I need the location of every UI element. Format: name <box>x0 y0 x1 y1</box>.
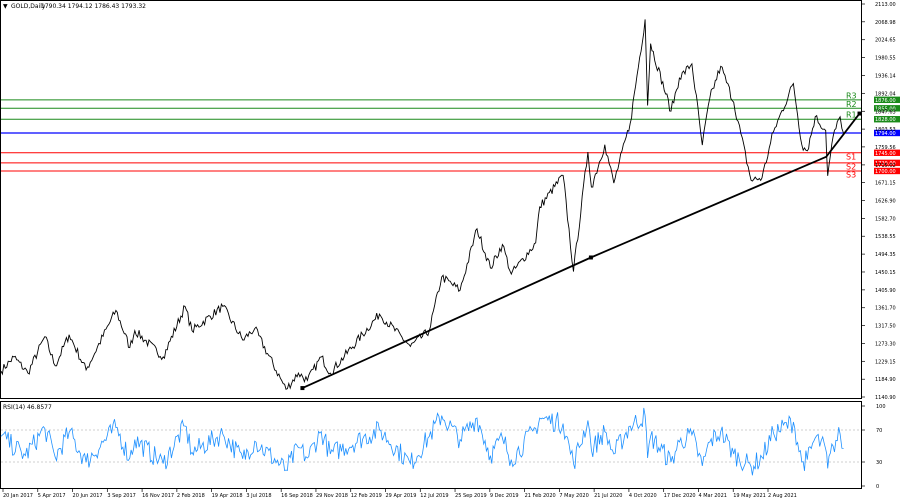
y-axis-tick-label: 1803.53 <box>875 127 896 133</box>
x-axis-tick-label: 16 Sep 2018 <box>281 493 313 499</box>
y-axis-tick-label: 1273.30 <box>875 341 896 347</box>
y-axis-tick-label: 1405.90 <box>875 288 896 294</box>
x-axis-tick-label: 4 Oct 2020 <box>629 493 657 499</box>
level-price-box-s3 <box>874 167 900 175</box>
level-price-box-pivot <box>874 129 900 137</box>
y-axis-tick-label: 1140.90 <box>875 395 896 401</box>
y-axis-tick-label: 2024.65 <box>875 38 896 44</box>
x-axis-tick-label: 19 May 2021 <box>733 493 766 499</box>
trendline-anchor-point[interactable] <box>857 111 862 116</box>
level-price-label-r2: 1855.00 <box>875 106 896 112</box>
y-axis-tick-label: 2113.00 <box>875 2 896 8</box>
level-price-label-r1: 1828.00 <box>875 117 896 123</box>
level-price-box-r1 <box>874 116 900 123</box>
rsi-plot-area <box>0 407 861 476</box>
y-axis-tick-label: 1538.55 <box>875 234 896 240</box>
y-axis-tick-label: 1229.15 <box>875 359 896 365</box>
level-tag-s2: S2 <box>846 162 856 171</box>
x-axis-tick-label: 25 Sep 2019 <box>455 493 487 499</box>
level-tag-s1: S1 <box>846 152 856 161</box>
x-axis-tick-label: 19 Apr 2018 <box>212 493 243 499</box>
x-axis-tick-label: 9 Dec 2019 <box>490 493 519 499</box>
x-axis-tick-label: 3 Jul 2018 <box>246 493 271 499</box>
x-axis-tick-label: 16 Nov 2017 <box>142 493 174 499</box>
y-axis-tick-label: 1936.14 <box>875 74 896 80</box>
trendline-anchor-point[interactable] <box>300 386 305 391</box>
x-axis-tick-label: 20 Jun 2017 <box>73 493 103 499</box>
level-tag-s3: S3 <box>846 170 856 179</box>
x-axis-tick-label: 2 Feb 2018 <box>177 493 205 499</box>
collapse-triangle-icon[interactable]: ▼ <box>3 3 8 10</box>
x-axis-tick-label: 21 Jul 2020 <box>594 493 622 499</box>
rsi-panel-frame <box>0 401 862 489</box>
rsi-y-axis-tick-label: 70 <box>876 428 882 434</box>
trendline[interactable] <box>302 113 861 389</box>
y-axis-tick-label: 1671.15 <box>875 181 896 187</box>
x-axis-tick-label: 17 Dec 2020 <box>664 493 696 499</box>
rsi-y-axis-tick-label: 0 <box>876 484 879 490</box>
level-tag-r3: R3 <box>846 91 857 100</box>
y-axis-tick-label: 1450.15 <box>875 270 896 276</box>
x-axis-tick-label: 3 Sep 2017 <box>107 493 136 499</box>
y-axis-tick-label: 1759.56 <box>875 145 896 151</box>
y-axis-tick-label: 1980.55 <box>875 56 896 62</box>
x-axis-tick-label: 20 Jan 2017 <box>3 493 33 499</box>
level-tag-r2: R2 <box>846 100 857 109</box>
symbol-label: GOLD,Daily <box>11 3 46 10</box>
level-price-box-s2 <box>874 159 900 167</box>
y-axis-tick-label: 1847.63 <box>875 109 896 115</box>
x-axis-tick-label: 29 Apr 2019 <box>386 493 417 499</box>
trendline-anchor-point[interactable] <box>588 255 593 260</box>
level-price-label-s1: 1745.00 <box>875 151 896 157</box>
rsi-y-axis-tick-label: 100 <box>876 404 886 410</box>
rsi-y-axis-tick-label: 30 <box>876 460 882 466</box>
level-price-box-r2 <box>874 105 900 112</box>
level-price-box-s1 <box>874 149 900 156</box>
x-axis-tick-label: 29 Nov 2018 <box>316 493 348 499</box>
y-axis-tick-label: 1317.50 <box>875 324 896 330</box>
y-axis-tick-label: 1361.70 <box>875 306 896 312</box>
y-axis-tick-label: 1494.35 <box>875 252 896 258</box>
level-price-label-s3: 1700.00 <box>875 169 896 175</box>
x-axis-tick-label: 21 Feb 2020 <box>525 493 556 499</box>
y-axis-tick-label: 1626.90 <box>875 199 896 205</box>
level-price-box-r3 <box>874 96 900 104</box>
y-axis-tick-label: 1715.02 <box>875 163 896 169</box>
y-axis-tick-label: 2068.98 <box>875 20 896 26</box>
x-axis-tick-label: 12 Feb 2019 <box>351 493 382 499</box>
rsi-series-line <box>0 407 844 476</box>
y-axis-tick-label: 1892.04 <box>875 91 896 97</box>
y-axis-tick-label: 1184.90 <box>875 377 896 383</box>
level-tag-r1: R1 <box>846 111 857 120</box>
ohlc-values: 1790.34 1794.12 1786.43 1793.32 <box>41 3 146 10</box>
level-price-label-s2: 1720.00 <box>875 161 896 167</box>
level-price-label-r3: 1876.00 <box>875 98 896 104</box>
x-axis-tick-label: 2 Aug 2021 <box>768 493 797 499</box>
x-axis-tick-label: 7 May 2020 <box>559 493 588 499</box>
rsi-title: RSI(14) 46.8577 <box>3 404 52 411</box>
x-axis-tick-label: 5 Apr 2017 <box>38 493 66 499</box>
x-axis-tick-label: 12 Jul 2019 <box>420 493 448 499</box>
x-axis-tick-label: 4 Mar 2021 <box>698 493 727 499</box>
level-price-label-pivot: 1794.00 <box>875 131 896 137</box>
y-axis-tick-label: 1582.70 <box>875 216 896 222</box>
price-series-line <box>0 19 845 390</box>
main-panel-frame <box>0 0 862 399</box>
